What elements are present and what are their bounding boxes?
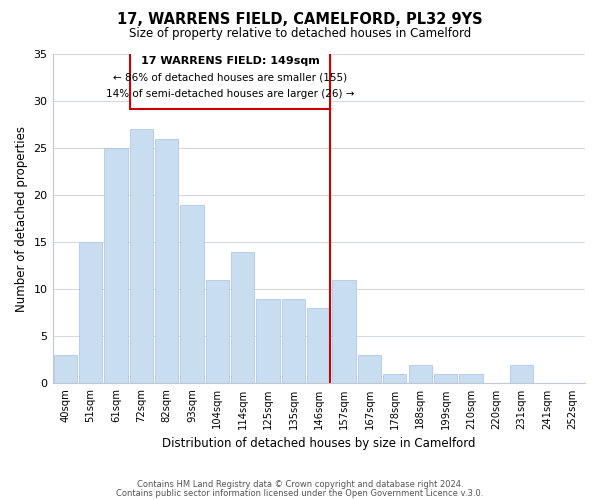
Text: ← 86% of detached houses are smaller (155): ← 86% of detached houses are smaller (15… xyxy=(113,73,347,83)
Bar xyxy=(332,280,356,384)
Text: 14% of semi-detached houses are larger (26) →: 14% of semi-detached houses are larger (… xyxy=(106,89,354,99)
Bar xyxy=(383,374,406,384)
Bar xyxy=(79,242,102,384)
Bar xyxy=(231,252,254,384)
Text: Size of property relative to detached houses in Camelford: Size of property relative to detached ho… xyxy=(129,28,471,40)
Text: 17 WARRENS FIELD: 149sqm: 17 WARRENS FIELD: 149sqm xyxy=(140,56,319,66)
Text: 17, WARRENS FIELD, CAMELFORD, PL32 9YS: 17, WARRENS FIELD, CAMELFORD, PL32 9YS xyxy=(117,12,483,28)
Y-axis label: Number of detached properties: Number of detached properties xyxy=(15,126,28,312)
Bar xyxy=(104,148,128,384)
Bar xyxy=(206,280,229,384)
Bar xyxy=(130,130,153,384)
Bar xyxy=(409,364,432,384)
Bar xyxy=(434,374,457,384)
Bar xyxy=(307,308,331,384)
FancyBboxPatch shape xyxy=(130,52,330,108)
Bar xyxy=(155,138,178,384)
Bar xyxy=(256,298,280,384)
Text: Contains HM Land Registry data © Crown copyright and database right 2024.: Contains HM Land Registry data © Crown c… xyxy=(137,480,463,489)
Text: Contains public sector information licensed under the Open Government Licence v.: Contains public sector information licen… xyxy=(116,488,484,498)
Bar xyxy=(510,364,533,384)
X-axis label: Distribution of detached houses by size in Camelford: Distribution of detached houses by size … xyxy=(162,437,476,450)
Bar xyxy=(358,355,381,384)
Bar xyxy=(282,298,305,384)
Bar xyxy=(181,204,203,384)
Bar xyxy=(53,355,77,384)
Bar xyxy=(459,374,482,384)
